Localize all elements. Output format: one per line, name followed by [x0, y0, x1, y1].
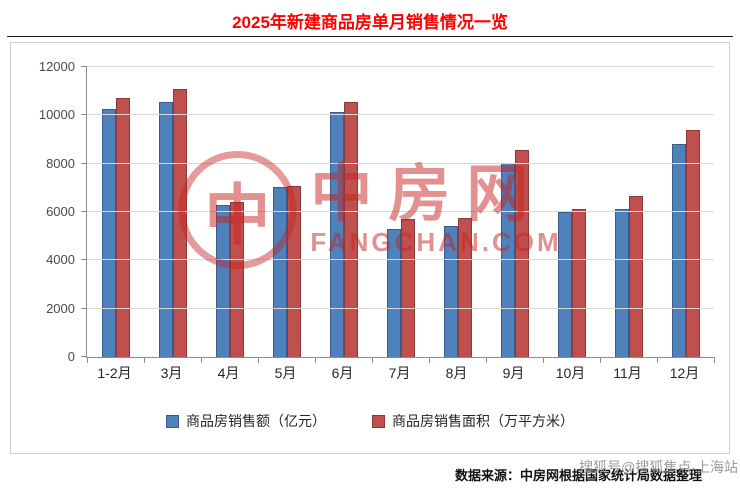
- y-tick-label: 0: [67, 349, 75, 364]
- bar-sales-area: [457, 218, 472, 357]
- x-axis: 1-2月 3月 4月 5月 6月 7月 8月 9月 10月 11月 12月: [86, 363, 713, 383]
- gridline: [87, 162, 714, 164]
- y-tick-label: 4000: [46, 252, 75, 268]
- bar-group: [201, 67, 258, 357]
- x-tick-mark: [657, 357, 658, 363]
- x-category-label: 3月: [160, 365, 183, 381]
- plot-area: [81, 66, 715, 363]
- chart-title: 2025年新建商品房单月销售情况一览: [232, 13, 508, 32]
- bar-sales-area: [400, 219, 415, 357]
- bar-group: [600, 67, 657, 357]
- bar-sales-amount: [671, 144, 686, 357]
- y-tick-mark: [81, 211, 87, 212]
- legend-item-sales-amount: 商品房销售额（亿元）: [166, 411, 326, 431]
- bar-group: [372, 67, 429, 357]
- legend-swatch-blue: [166, 414, 179, 428]
- bar-sales-area: [115, 98, 130, 357]
- x-tick-mark: [87, 357, 88, 363]
- bar-group: [486, 67, 543, 357]
- x-tick-mark: [201, 357, 202, 363]
- legend-swatch-red: [372, 414, 385, 428]
- bar-sales-area: [571, 209, 586, 357]
- bar-groups: [87, 67, 714, 357]
- x-tick-mark: [258, 357, 259, 363]
- bar-sales-area: [514, 149, 529, 357]
- gridline: [87, 211, 714, 212]
- bar-sales-amount: [443, 226, 458, 357]
- bar-sales-amount: [101, 109, 116, 357]
- bar-group: [543, 67, 600, 357]
- y-tick-mark: [81, 356, 87, 357]
- data-source-text: 数据来源：中房网根据国家统计局数据整理: [454, 468, 702, 483]
- y-tick-label: 2000: [46, 300, 75, 316]
- footer: 搜狐号@搜狐焦点·上海站 数据来源：中房网根据国家统计局数据整理: [0, 453, 740, 489]
- legend-label-sales-amount: 商品房销售额（亿元）: [186, 413, 326, 429]
- bar-sales-area: [628, 196, 643, 357]
- x-tick-mark: [486, 357, 487, 363]
- bar-group: [657, 67, 714, 357]
- x-tick-mark: [543, 357, 544, 363]
- x-tick-mark: [144, 357, 145, 363]
- bar-group: [429, 67, 486, 357]
- bar-sales-area: [229, 202, 244, 357]
- gridline: [87, 114, 714, 116]
- bar-sales-area: [343, 102, 358, 357]
- y-tick-mark: [81, 307, 87, 309]
- y-tick-label: 6000: [46, 204, 75, 219]
- y-tick-label: 12000: [38, 59, 75, 74]
- y-tick-mark: [81, 114, 87, 116]
- bar-sales-amount: [272, 187, 287, 357]
- gridline: [87, 259, 714, 261]
- bar-sales-amount: [614, 209, 629, 357]
- x-tick-mark: [714, 357, 715, 363]
- bar-sales-amount: [158, 102, 173, 357]
- x-tick-mark: [429, 357, 430, 363]
- title-divider: [7, 36, 733, 37]
- gridline: [87, 66, 714, 67]
- x-category-label: 4月: [217, 365, 240, 381]
- bar-group: [87, 67, 144, 357]
- x-tick-mark: [600, 357, 601, 363]
- x-tick-mark: [315, 357, 316, 363]
- legend-item-sales-area: 商品房销售面积（万平方米）: [372, 411, 574, 431]
- y-tick-mark: [81, 162, 87, 164]
- bar-sales-amount: [557, 212, 572, 357]
- y-tick-label: 8000: [46, 155, 75, 171]
- x-category-label: 11月: [613, 365, 642, 381]
- legend-label-sales-area: 商品房销售面积（万平方米）: [392, 413, 574, 429]
- bar-group: [258, 67, 315, 357]
- bar-group: [315, 67, 372, 357]
- x-category-label: 6月: [331, 365, 354, 381]
- x-category-label: 7月: [388, 365, 411, 381]
- legend: 商品房销售额（亿元） 商品房销售面积（万平方米）: [11, 411, 729, 431]
- bar-sales-area: [286, 186, 301, 357]
- gridline: [87, 307, 714, 309]
- x-tick-mark: [372, 357, 373, 363]
- y-axis: 0 2000 4000 6000 8000 10000 12000: [11, 59, 79, 364]
- bar-sales-amount: [386, 228, 401, 357]
- x-category-label: 1-2月: [97, 365, 132, 381]
- x-category-label: 5月: [274, 365, 297, 381]
- bar-group: [144, 67, 201, 357]
- x-category-label: 10月: [555, 365, 586, 381]
- bar-sales-amount: [329, 111, 344, 357]
- sohu-watermark-text: 搜狐号@搜狐焦点·上海站: [579, 459, 738, 475]
- y-tick-mark: [81, 66, 87, 67]
- x-category-label: 12月: [669, 365, 700, 381]
- x-category-label: 9月: [502, 365, 525, 381]
- y-tick-label: 10000: [38, 107, 75, 123]
- y-tick-mark: [81, 259, 87, 261]
- bar-sales-area: [685, 130, 700, 357]
- bar-sales-area: [172, 89, 187, 357]
- chart-frame: 0 2000 4000 6000 8000 10000 12000 1-2月 3月 4月 5月 6月…: [10, 42, 730, 454]
- x-category-label: 8月: [445, 365, 468, 381]
- bar-sales-amount: [215, 205, 230, 357]
